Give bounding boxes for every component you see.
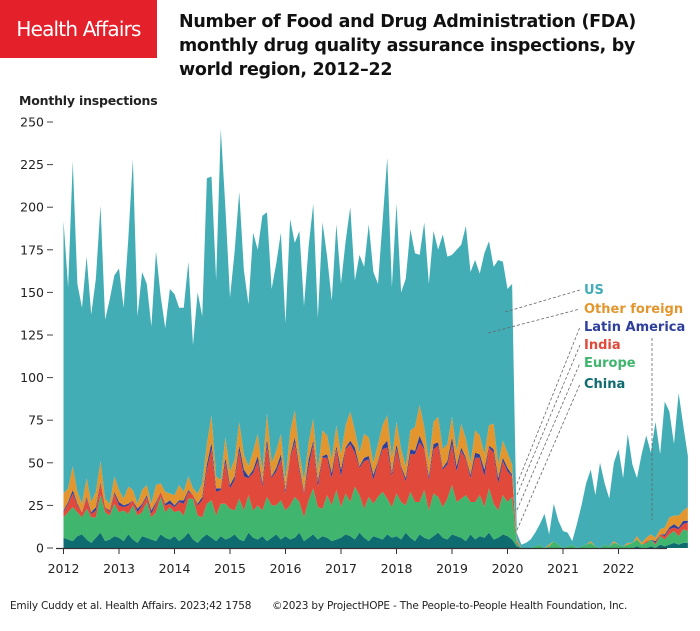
y-axis-label: Monthly inspections (19, 93, 158, 108)
legend-label-latin-america: Latin America (584, 320, 685, 335)
legend-leader-europe (516, 362, 581, 511)
legend-label-us: US (584, 283, 604, 298)
x-tick-label: 2015 (214, 561, 246, 576)
legend-label-china: China (584, 377, 625, 392)
y-tick-label: 50 (28, 455, 44, 470)
citation: Emily Cuddy et al. Health Affairs. 2023;… (10, 600, 252, 612)
legend-leader-us (504, 289, 581, 313)
x-tick-label: 2014 (159, 561, 191, 576)
y-tick-label: 225 (20, 157, 44, 172)
x-tick-label: 2017 (325, 561, 357, 576)
x-tick-label: 2013 (103, 561, 135, 576)
legend-label-other-foreign: Other foreign (584, 302, 683, 317)
legend-label-europe: Europe (584, 356, 636, 371)
area-series-china (63, 532, 688, 548)
y-tick-label: 125 (20, 328, 44, 343)
legend-label-india: India (584, 338, 621, 353)
legend-leader-latin-america (516, 326, 581, 485)
legend-leader-other-foreign (487, 308, 581, 334)
y-tick-label: 25 (28, 498, 44, 513)
area-series-india (63, 442, 688, 548)
area-series-us (63, 128, 688, 548)
x-tick-label: 2021 (547, 561, 579, 576)
x-tick-label: 2022 (603, 561, 635, 576)
copyright: ©2023 by ProjectHOPE - The People-to-Peo… (272, 600, 628, 612)
legend-leader-india (516, 344, 581, 496)
health-affairs-logo: Health Affairs (0, 0, 157, 58)
y-tick-label: 75 (28, 413, 44, 428)
area-series-europe (63, 484, 688, 548)
y-tick-label: 250 (20, 115, 44, 130)
legend-leader-china (516, 383, 581, 531)
area-series-latin-america (63, 435, 688, 548)
x-tick-label: 2020 (492, 561, 524, 576)
chart-title: Number of Food and Drug Administration (… (179, 12, 636, 80)
brand-name: Health Affairs (16, 17, 141, 41)
y-tick-label: 200 (20, 200, 44, 215)
y-tick-label: 0 (36, 541, 44, 556)
x-tick-label: 2016 (270, 561, 302, 576)
x-tick-label: 2012 (48, 561, 80, 576)
y-tick-label: 150 (20, 285, 44, 300)
x-tick-label: 2018 (381, 561, 413, 576)
y-tick-label: 100 (20, 370, 44, 385)
y-tick-label: 175 (20, 242, 44, 257)
x-tick-label: 2019 (436, 561, 468, 576)
